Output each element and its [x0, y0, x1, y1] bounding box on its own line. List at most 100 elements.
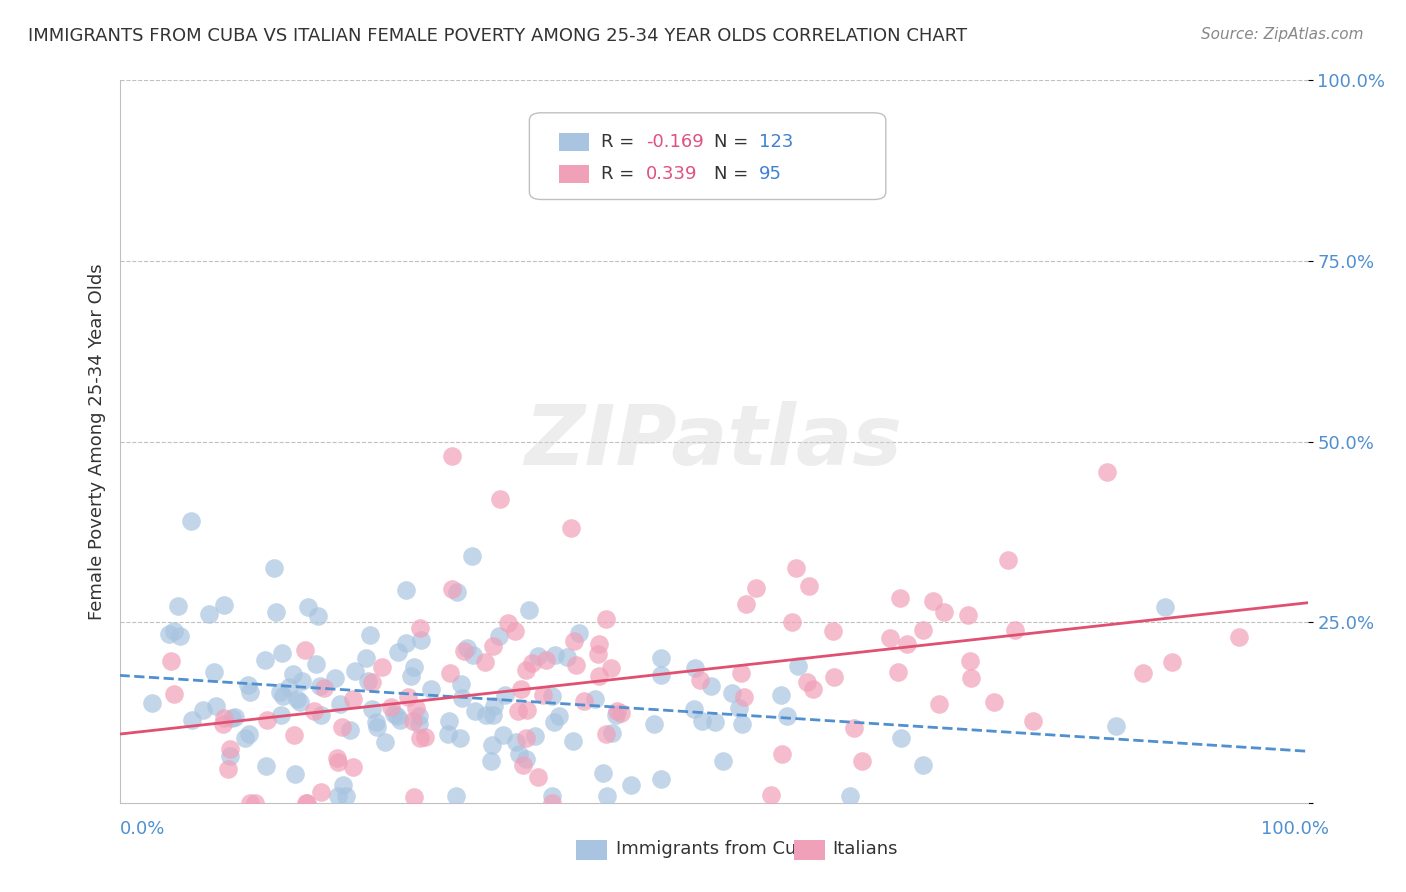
Point [285, 692, 308, 706]
Point [408, 716, 430, 731]
Point [823, 670, 845, 684]
Point [481, 738, 503, 752]
Point [785, 560, 807, 574]
Point [482, 698, 505, 713]
Text: 0.0%: 0.0% [120, 820, 165, 838]
Text: 100.0%: 100.0% [1261, 820, 1329, 838]
Point [776, 708, 799, 723]
Point [896, 637, 918, 651]
Point [441, 582, 464, 596]
Point [922, 594, 945, 608]
Point [354, 651, 377, 665]
Text: IMMIGRANTS FROM CUBA VS ITALIAN FEMALE POVERTY AMONG 25-34 YEAR OLDS CORRELATION: IMMIGRANTS FROM CUBA VS ITALIAN FEMALE P… [28, 27, 967, 45]
Point [506, 704, 529, 718]
Point [643, 716, 665, 731]
Point [464, 704, 486, 718]
Point [332, 778, 354, 792]
Point [911, 757, 934, 772]
Point [842, 721, 865, 735]
Point [295, 796, 318, 810]
Point [395, 583, 418, 598]
Point [509, 681, 531, 696]
Bar [560, 165, 589, 183]
Point [544, 648, 567, 662]
Point [1132, 665, 1154, 680]
Point [361, 674, 384, 689]
Point [515, 731, 537, 745]
Point [283, 728, 305, 742]
Point [191, 704, 214, 718]
Point [692, 714, 714, 728]
Point [797, 579, 820, 593]
Text: N =: N = [714, 165, 754, 183]
Point [408, 708, 430, 723]
Point [934, 605, 956, 619]
Point [606, 704, 628, 718]
Point [278, 681, 301, 695]
Point [492, 728, 515, 742]
Text: 123: 123 [759, 133, 793, 151]
Point [1021, 714, 1043, 729]
Point [329, 697, 352, 711]
Point [419, 682, 441, 697]
Point [446, 585, 468, 599]
Point [730, 665, 752, 680]
Point [1161, 655, 1184, 669]
Point [887, 665, 910, 680]
Point [271, 689, 294, 703]
Point [401, 669, 423, 683]
Point [889, 591, 911, 606]
Point [284, 766, 307, 780]
Point [730, 717, 752, 731]
Point [505, 735, 527, 749]
Point [912, 623, 935, 637]
Point [239, 796, 262, 810]
Text: 95: 95 [759, 165, 782, 183]
Text: Immigrants from Cuba: Immigrants from Cuba [616, 840, 818, 858]
Point [1095, 465, 1118, 479]
Text: -0.169: -0.169 [645, 133, 703, 151]
Point [342, 760, 364, 774]
Point [801, 682, 824, 697]
Point [330, 720, 353, 734]
Point [851, 754, 873, 768]
Point [474, 655, 496, 669]
Point [364, 715, 387, 730]
Point [309, 784, 332, 798]
Point [294, 642, 316, 657]
Point [650, 651, 672, 665]
Point [288, 695, 311, 709]
Point [221, 711, 243, 725]
Text: R =: R = [600, 165, 640, 183]
Point [180, 713, 202, 727]
Point [689, 673, 711, 687]
Point [263, 561, 285, 575]
Point [463, 648, 485, 663]
Point [997, 553, 1019, 567]
Point [683, 660, 706, 674]
Point [983, 695, 1005, 709]
Point [243, 796, 266, 810]
Point [326, 789, 349, 803]
Text: R =: R = [600, 133, 640, 151]
Point [254, 759, 277, 773]
Point [780, 615, 803, 629]
Point [745, 581, 768, 595]
Point [218, 742, 240, 756]
Point [359, 628, 381, 642]
Point [496, 615, 519, 630]
Point [583, 692, 606, 706]
Point [305, 657, 328, 671]
Point [323, 671, 346, 685]
Point [1153, 600, 1175, 615]
Point [479, 754, 502, 768]
Point [405, 701, 427, 715]
Point [516, 703, 538, 717]
Point [562, 634, 585, 648]
Point [600, 661, 623, 675]
Point [572, 694, 595, 708]
Point [650, 772, 672, 787]
Point [605, 707, 627, 722]
Point [770, 747, 793, 761]
Point [198, 607, 221, 621]
